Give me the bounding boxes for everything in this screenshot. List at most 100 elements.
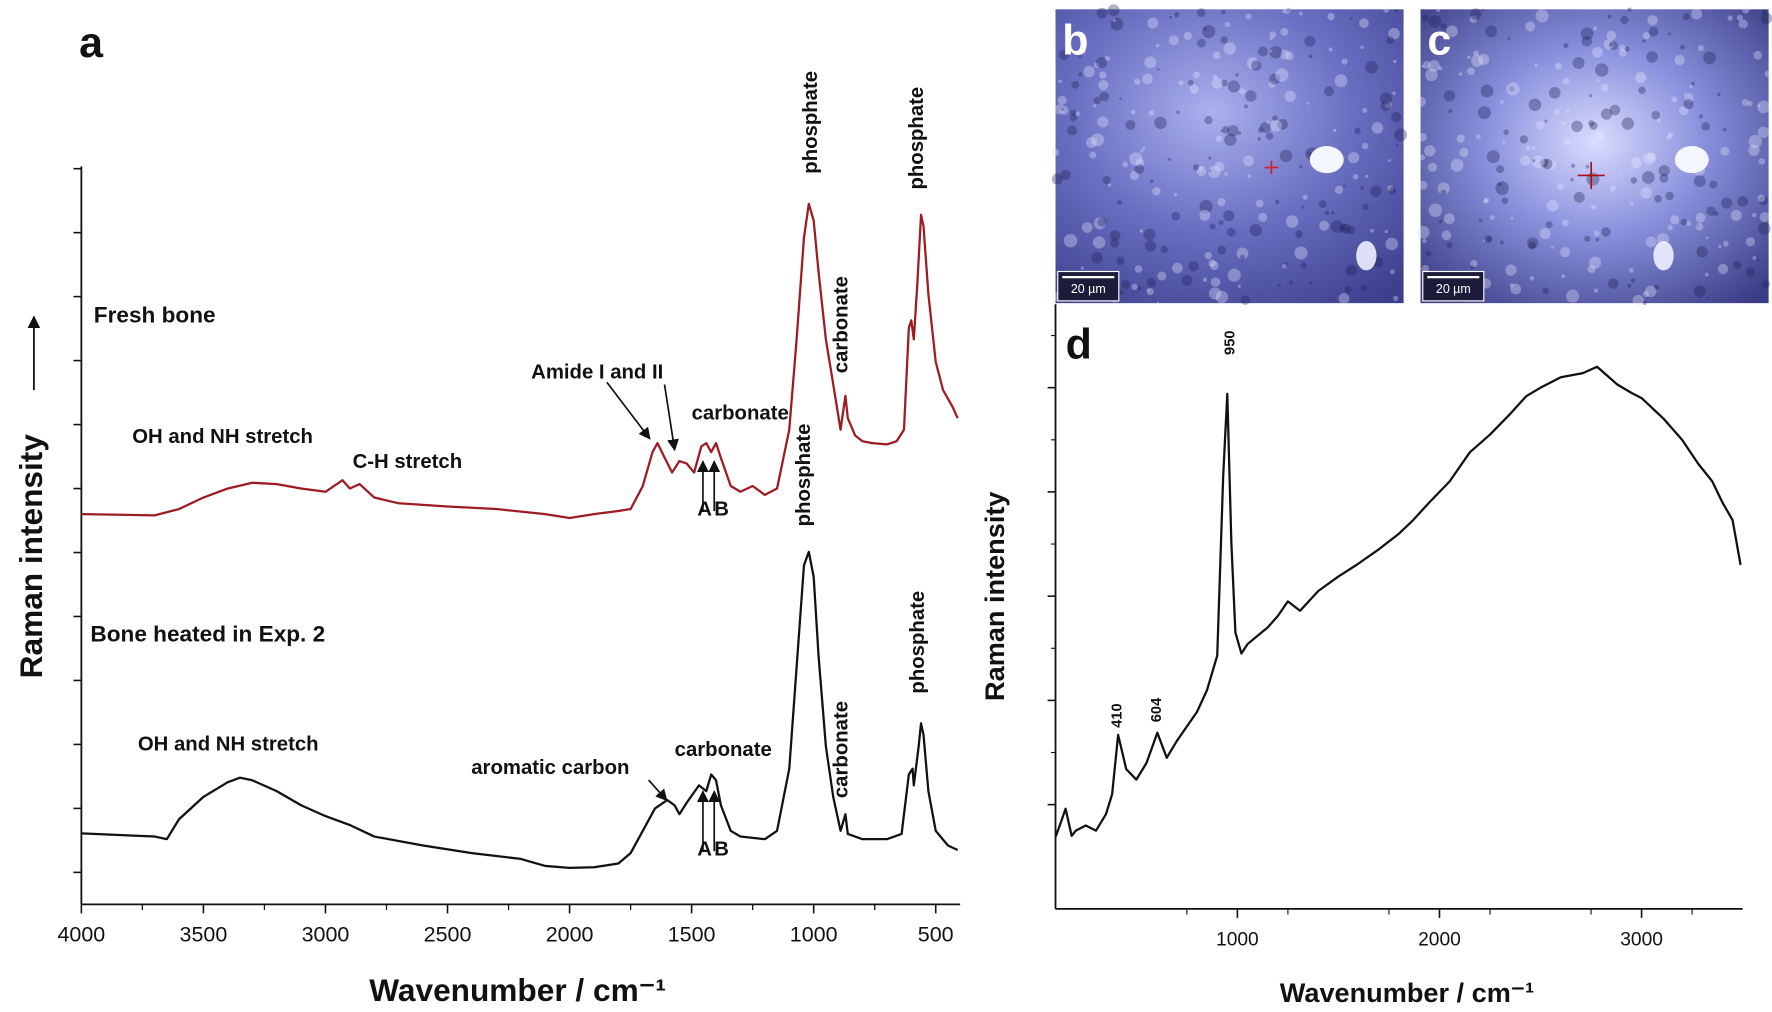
texture — [1469, 15, 1478, 24]
texture — [1546, 199, 1559, 212]
texture — [1627, 7, 1632, 12]
texture — [1684, 93, 1694, 103]
texture — [1224, 21, 1231, 28]
texture — [1156, 301, 1160, 304]
texture — [1110, 17, 1124, 31]
texture — [1547, 160, 1557, 170]
texture — [1097, 116, 1109, 128]
texture — [1609, 185, 1616, 192]
texture — [1683, 99, 1694, 110]
texture — [1121, 280, 1130, 290]
texture — [1392, 59, 1397, 64]
texture — [1525, 21, 1536, 32]
annotation: aromatic carbon — [471, 757, 629, 779]
texture — [1099, 71, 1107, 79]
texture — [1392, 295, 1399, 301]
texture — [1519, 135, 1529, 144]
texture — [1300, 262, 1307, 269]
texture — [1304, 35, 1316, 47]
texture — [1486, 150, 1500, 164]
x-tick-label: 1000 — [1216, 930, 1259, 951]
texture — [1670, 215, 1680, 225]
texture — [1642, 301, 1647, 305]
texture — [1562, 77, 1570, 85]
texture — [1459, 147, 1469, 158]
texture — [1606, 30, 1617, 41]
texture — [1388, 159, 1391, 162]
texture — [1081, 222, 1093, 233]
texture — [1607, 278, 1619, 289]
x-tick-label: 3000 — [302, 923, 350, 947]
texture — [1371, 122, 1384, 134]
texture — [1678, 105, 1689, 116]
texture — [1624, 46, 1630, 52]
texture — [1242, 155, 1254, 167]
texture — [1309, 281, 1313, 285]
texture — [1421, 264, 1430, 273]
bright-spot — [1653, 240, 1674, 271]
texture — [1695, 212, 1706, 223]
texture — [1086, 137, 1097, 148]
texture — [1227, 268, 1241, 282]
texture — [1236, 247, 1249, 260]
texture — [1713, 211, 1719, 216]
texture — [1758, 158, 1766, 165]
texture — [1635, 72, 1647, 84]
texture — [1211, 77, 1223, 89]
texture — [1286, 7, 1291, 13]
texture — [1051, 173, 1063, 185]
texture — [1202, 24, 1216, 39]
texture — [1483, 239, 1486, 242]
bright-spot — [1309, 146, 1344, 174]
texture — [1359, 18, 1369, 29]
texture — [1269, 36, 1273, 41]
texture — [1443, 90, 1456, 102]
texture — [1259, 121, 1271, 133]
texture — [1618, 48, 1627, 57]
spectrum — [81, 550, 959, 869]
texture — [1736, 14, 1743, 21]
texture — [1345, 264, 1358, 277]
texture — [1328, 47, 1333, 52]
texture — [1510, 216, 1514, 220]
texture — [1192, 91, 1196, 94]
texture — [1282, 262, 1288, 268]
texture — [1573, 191, 1585, 203]
texture — [1550, 245, 1554, 249]
texture — [1157, 68, 1160, 71]
texture — [1361, 142, 1369, 150]
texture — [1129, 170, 1139, 181]
texture — [1683, 92, 1687, 96]
texture — [1270, 119, 1282, 132]
texture — [1717, 263, 1729, 275]
texture — [1473, 50, 1480, 57]
texture — [1757, 100, 1770, 114]
texture — [1173, 192, 1178, 197]
texture — [1212, 51, 1221, 60]
texture — [1199, 209, 1211, 221]
texture — [1301, 205, 1305, 209]
texture — [1440, 23, 1447, 30]
x-tick-label: 2000 — [546, 923, 594, 947]
texture — [1298, 11, 1303, 16]
texture — [1147, 17, 1159, 29]
texture — [1671, 96, 1678, 103]
texture — [1284, 90, 1296, 102]
texture — [1341, 58, 1348, 65]
texture — [1475, 134, 1481, 140]
texture — [1629, 201, 1634, 206]
texture — [1116, 256, 1125, 265]
texture — [1693, 175, 1706, 187]
annotation: A — [697, 498, 712, 520]
texture — [1632, 294, 1645, 307]
texture — [1129, 152, 1143, 166]
texture — [1438, 66, 1443, 71]
texture — [1741, 99, 1749, 106]
x-tick-label: 1500 — [668, 923, 716, 947]
texture — [1330, 211, 1335, 215]
texture — [1501, 197, 1509, 204]
x-tick-label: 3500 — [180, 923, 228, 947]
texture — [1723, 240, 1729, 247]
texture — [1720, 146, 1730, 156]
texture — [1365, 174, 1369, 178]
